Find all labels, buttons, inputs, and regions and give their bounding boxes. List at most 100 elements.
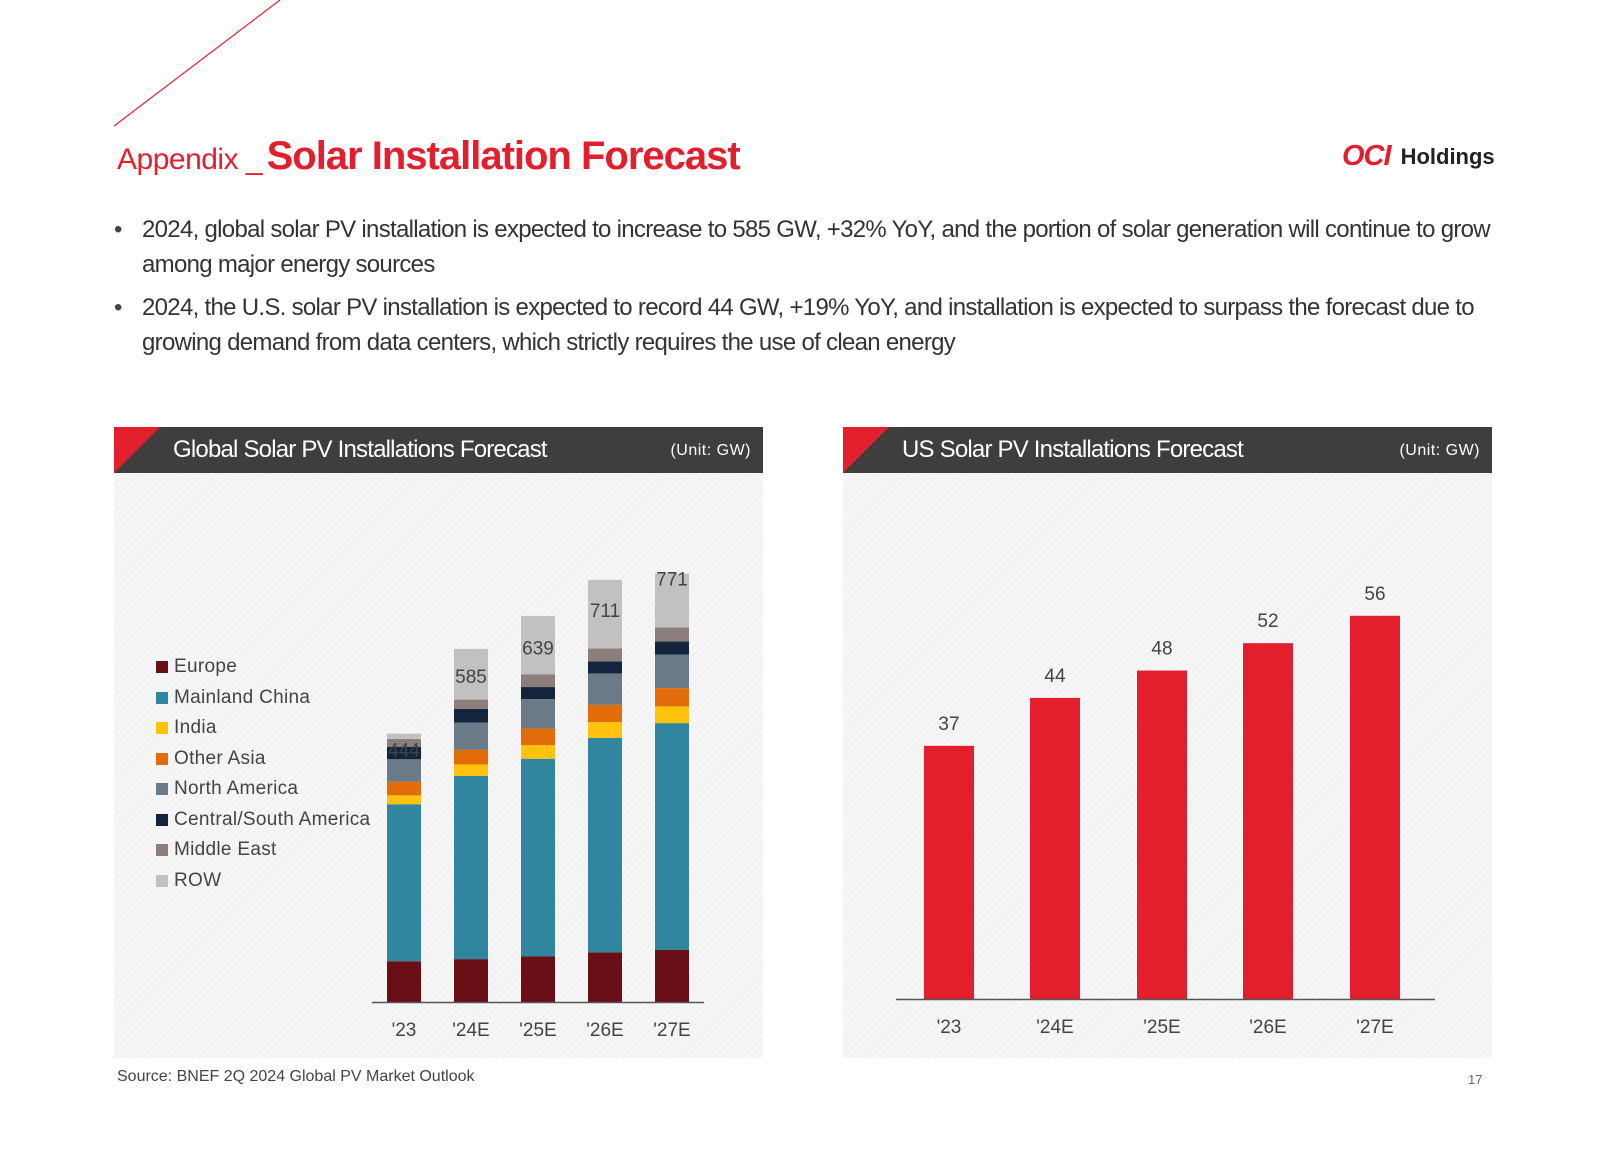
company-logo: OCI Holdings: [1342, 140, 1495, 173]
us-bar-chart: 37 '23 44 '24E 48 '25E 52 '26E 56 '27E: [896, 584, 1435, 1038]
header-red-triangle: [114, 427, 160, 473]
bar-segment-india: [387, 795, 421, 805]
bar-segment-middle-east: [454, 699, 488, 710]
legend-swatch: [156, 752, 168, 765]
global-chart-legend: Europe Mainland China India Other Asia N…: [156, 652, 370, 896]
x-tick-label: '24E: [452, 1020, 489, 1041]
x-tick-label: '23: [392, 1020, 417, 1041]
bar-segment-india: [588, 722, 622, 738]
legend-swatch: [156, 874, 168, 887]
x-tick-label: '26E: [1249, 1017, 1286, 1038]
page-title: Appendix _ Solar Installation Forecast: [117, 134, 741, 179]
bar-segment-central-south-america: [655, 641, 689, 655]
bar-segment-central-south-america: [588, 661, 622, 674]
bar-segment-other-asia: [588, 704, 622, 723]
bar-segment-middle-east: [387, 738, 421, 747]
x-tick-label: '27E: [1356, 1017, 1393, 1038]
bar-segment-north-america: [387, 759, 421, 782]
legend-label: India: [174, 717, 217, 739]
legend-swatch: [156, 691, 168, 704]
bullet-item: 2024, global solar PV installation is ex…: [114, 212, 1514, 282]
bar-segment-mainland-china: [454, 775, 488, 960]
logo-mark: OCI: [1342, 140, 1392, 172]
bar-segment-europe: [655, 949, 689, 1002]
bar-segment-central-south-america: [387, 746, 421, 760]
legend-label: North America: [174, 778, 299, 800]
bar-segment-central-south-america: [521, 687, 555, 700]
global-chart-title: Global Solar PV Installations Forecast: [173, 436, 548, 463]
legend-item: ROW: [156, 866, 370, 897]
us-chart-panel: US Solar PV Installations Forecast (Unit…: [843, 427, 1492, 1058]
us-chart-title: US Solar PV Installations Forecast: [902, 436, 1244, 463]
bar-segment-europe: [588, 952, 622, 1002]
legend-label: Central/South America: [174, 808, 371, 830]
bar-segment-europe: [454, 959, 488, 1002]
global-stacked-bar-chart: 444 '23 585 '24E 639 '25E 711 '26E 771 '27E: [372, 570, 704, 1041]
bar-segment-india: [521, 745, 555, 759]
page-number: 17: [1468, 1072, 1483, 1087]
legend-label: Mainland China: [174, 686, 311, 708]
legend-item: Central/South America: [156, 805, 370, 836]
bar: [1350, 615, 1400, 999]
bar: [1030, 697, 1080, 999]
bar-segment-row: [588, 579, 622, 649]
data-label: 56: [1364, 584, 1385, 605]
bar-segment-india: [454, 764, 488, 776]
legend-label: ROW: [174, 869, 222, 891]
legend-swatch: [156, 722, 168, 735]
legend-item: North America: [156, 774, 370, 805]
legend-swatch: [156, 661, 168, 674]
decorative-diagonal-line: [113, 0, 281, 127]
total-label: 444: [388, 741, 420, 762]
legend-swatch: [156, 844, 168, 857]
data-label: 52: [1257, 611, 1278, 632]
x-tick-label: '23: [937, 1017, 962, 1038]
bar-segment-row: [387, 733, 421, 739]
x-tick-label: '27E: [653, 1020, 690, 1041]
logo-word: Holdings: [1400, 143, 1495, 169]
bar-segment-north-america: [588, 673, 622, 705]
bar-segment-mainland-china: [655, 723, 689, 950]
legend-swatch: [156, 813, 168, 826]
legend-swatch: [156, 783, 168, 796]
bar-segment-row: [454, 648, 488, 700]
bar-segment-central-south-america: [454, 709, 488, 723]
total-label: 711: [590, 601, 620, 622]
legend-label: Europe: [174, 656, 238, 678]
x-tick-label: '25E: [519, 1020, 556, 1041]
legend-item: Other Asia: [156, 744, 370, 775]
x-tick-label: '24E: [1036, 1017, 1073, 1038]
total-label: 585: [455, 667, 487, 688]
bar-segment-mainland-china: [521, 758, 555, 957]
bullet-item: 2024, the U.S. solar PV installation is …: [114, 290, 1514, 360]
x-tick-label: '26E: [586, 1020, 623, 1041]
bar-segment-row: [655, 573, 689, 628]
global-chart-panel: Global Solar PV Installations Forecast (…: [114, 427, 763, 1058]
bar-segment-other-asia: [655, 688, 689, 707]
data-label: 48: [1151, 639, 1172, 660]
legend-item: Middle East: [156, 835, 370, 866]
legend-label: Other Asia: [174, 747, 266, 769]
bar-segment-other-asia: [521, 728, 555, 746]
total-label: 639: [522, 639, 554, 660]
legend-label: Middle East: [174, 839, 277, 861]
bar: [1243, 643, 1293, 999]
global-chart-unit: (Unit: GW): [670, 442, 751, 459]
summary-bullets: 2024, global solar PV installation is ex…: [114, 212, 1514, 368]
bar-segment-north-america: [454, 722, 488, 750]
x-tick-label: '25E: [1143, 1017, 1180, 1038]
bar-segment-europe: [521, 956, 555, 1002]
title-main: Solar Installation Forecast: [266, 134, 741, 178]
us-chart-unit: (Unit: GW): [1399, 442, 1480, 459]
bar-segment-north-america: [655, 654, 689, 689]
source-note: Source: BNEF 2Q 2024 Global PV Market Ou…: [117, 1068, 475, 1085]
title-prefix: Appendix _: [117, 143, 263, 176]
bar-segment-north-america: [521, 699, 555, 729]
bar-segment-middle-east: [655, 627, 689, 642]
bar: [1137, 670, 1187, 999]
total-label: 771: [656, 570, 688, 591]
bar-segment-india: [655, 706, 689, 724]
data-label: 37: [938, 714, 959, 735]
bar-segment-middle-east: [521, 674, 555, 688]
bar: [924, 745, 974, 999]
